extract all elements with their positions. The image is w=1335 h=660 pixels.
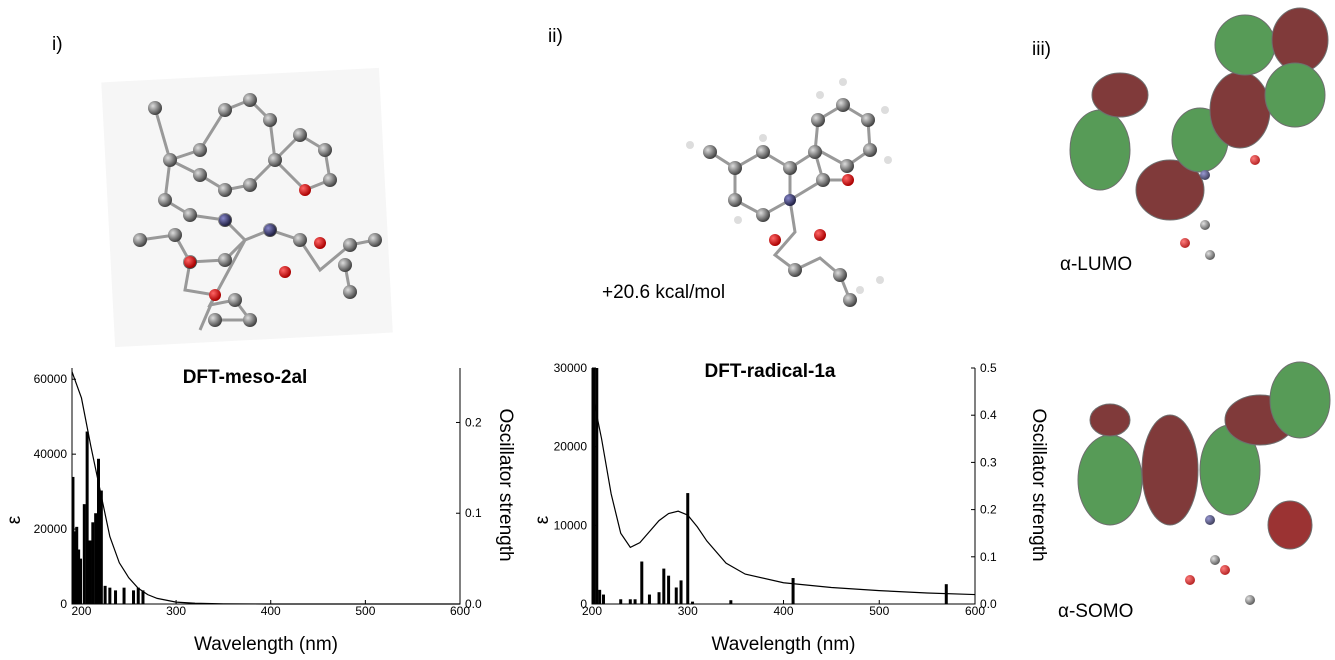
oscillator-bar [628,599,632,604]
orbital-label: α-LUMO [1060,254,1132,275]
oscillator-bar [667,575,671,604]
y-tick-label: 40000 [34,447,68,461]
molecule-image [101,67,393,348]
spectrum-line [592,391,975,596]
x-tick-label: 500 [355,604,375,618]
oscillator-bar [72,476,75,604]
oscillator-bar [82,504,86,604]
oscillator-bar [73,531,77,604]
oscillator-bar [94,513,98,604]
chart-title: DFT-meso-2al [183,367,308,388]
axis-frame [591,368,976,605]
oscillator-bar [662,568,666,604]
oscillator-bar [91,522,95,604]
y2-tick-label: 0.0 [980,597,997,611]
oscillator-bar [99,490,103,604]
orbital-image [1069,7,1331,605]
y-tick-label: 20000 [554,440,588,454]
y-tick-label: 30000 [554,361,588,375]
oscillator-bar [679,580,683,604]
oscillator-bar [686,493,690,604]
y2-tick-label: 0.5 [980,361,997,375]
plot-area [592,368,975,604]
y2-tick-label: 0.4 [980,408,997,422]
oscillator-bar [114,590,118,604]
oscillator-bar [944,584,948,604]
y2-tick-label: 0.1 [980,550,997,564]
oscillator-bar [103,585,107,604]
panel-label: iii) [1032,39,1051,60]
y2-tick-label: 0.3 [980,455,997,469]
y-axis-label: ε [532,515,553,524]
y2-tick-label: 0.2 [980,503,997,517]
oscillator-bar [141,590,145,604]
y2-tick-label: 0.2 [465,415,482,429]
oscillator-bar [122,587,126,604]
oscillator-bar [791,578,795,604]
y-tick-label: 0 [580,597,587,611]
oscillator-bar [647,594,651,604]
x-tick-label: 200 [582,604,602,618]
x-tick-label: 400 [773,604,793,618]
oscillator-bar [136,587,140,604]
oscillator-bar [598,589,602,604]
oscillator-bar [729,600,733,604]
oscillator-bar [657,592,661,604]
y2-tick-label: 0.1 [465,506,482,520]
panel-label: i) [52,34,63,55]
x-tick-label: 500 [869,604,889,618]
x-tick-label: 300 [166,604,186,618]
x-tick-label: 300 [678,604,698,618]
oscillator-bar [691,601,695,604]
oscillator-bar [77,549,81,604]
energy-label: +20.6 kcal/mol [602,282,725,303]
x-tick-label: 200 [71,604,91,618]
oscillator-bar [592,368,596,604]
oscillator-bar [674,587,678,604]
x-tick-label: 600 [450,604,470,618]
oscillator-bar [132,590,136,604]
spectrum-line [72,371,460,605]
oscillator-bar [108,587,112,604]
molecule-image [686,78,892,307]
oscillator-bar [96,458,100,604]
oscillator-bar [79,558,83,604]
oscillator-bar [640,561,644,604]
oscillator-bar [633,599,637,604]
y2-axis-label: Oscillator strength [495,408,516,561]
oscillator-bar [595,368,599,604]
panel-label: ii) [548,26,563,47]
x-axis-label: Wavelength (nm) [194,634,338,655]
y-tick-label: 20000 [34,522,68,536]
x-tick-label: 600 [965,604,985,618]
y-tick-label: 0 [60,597,67,611]
oscillator-bar [75,526,79,604]
axis-frame [71,368,461,605]
y-tick-label: 10000 [554,518,588,532]
y-axis-label: ε [4,515,25,524]
y2-axis-label: Oscillator strength [1028,408,1049,561]
x-tick-label: 400 [261,604,281,618]
oscillator-bar [88,540,92,604]
oscillator-bar [601,594,605,604]
chart-title: DFT-radical-1a [705,361,836,382]
y-tick-label: 60000 [34,372,68,386]
oscillator-bar [619,599,623,604]
y2-tick-label: 0.0 [465,597,482,611]
x-axis-label: Wavelength (nm) [712,634,856,655]
orbital-label: α-SOMO [1058,601,1133,622]
plot-area [72,371,460,605]
oscillator-bar [85,431,89,604]
